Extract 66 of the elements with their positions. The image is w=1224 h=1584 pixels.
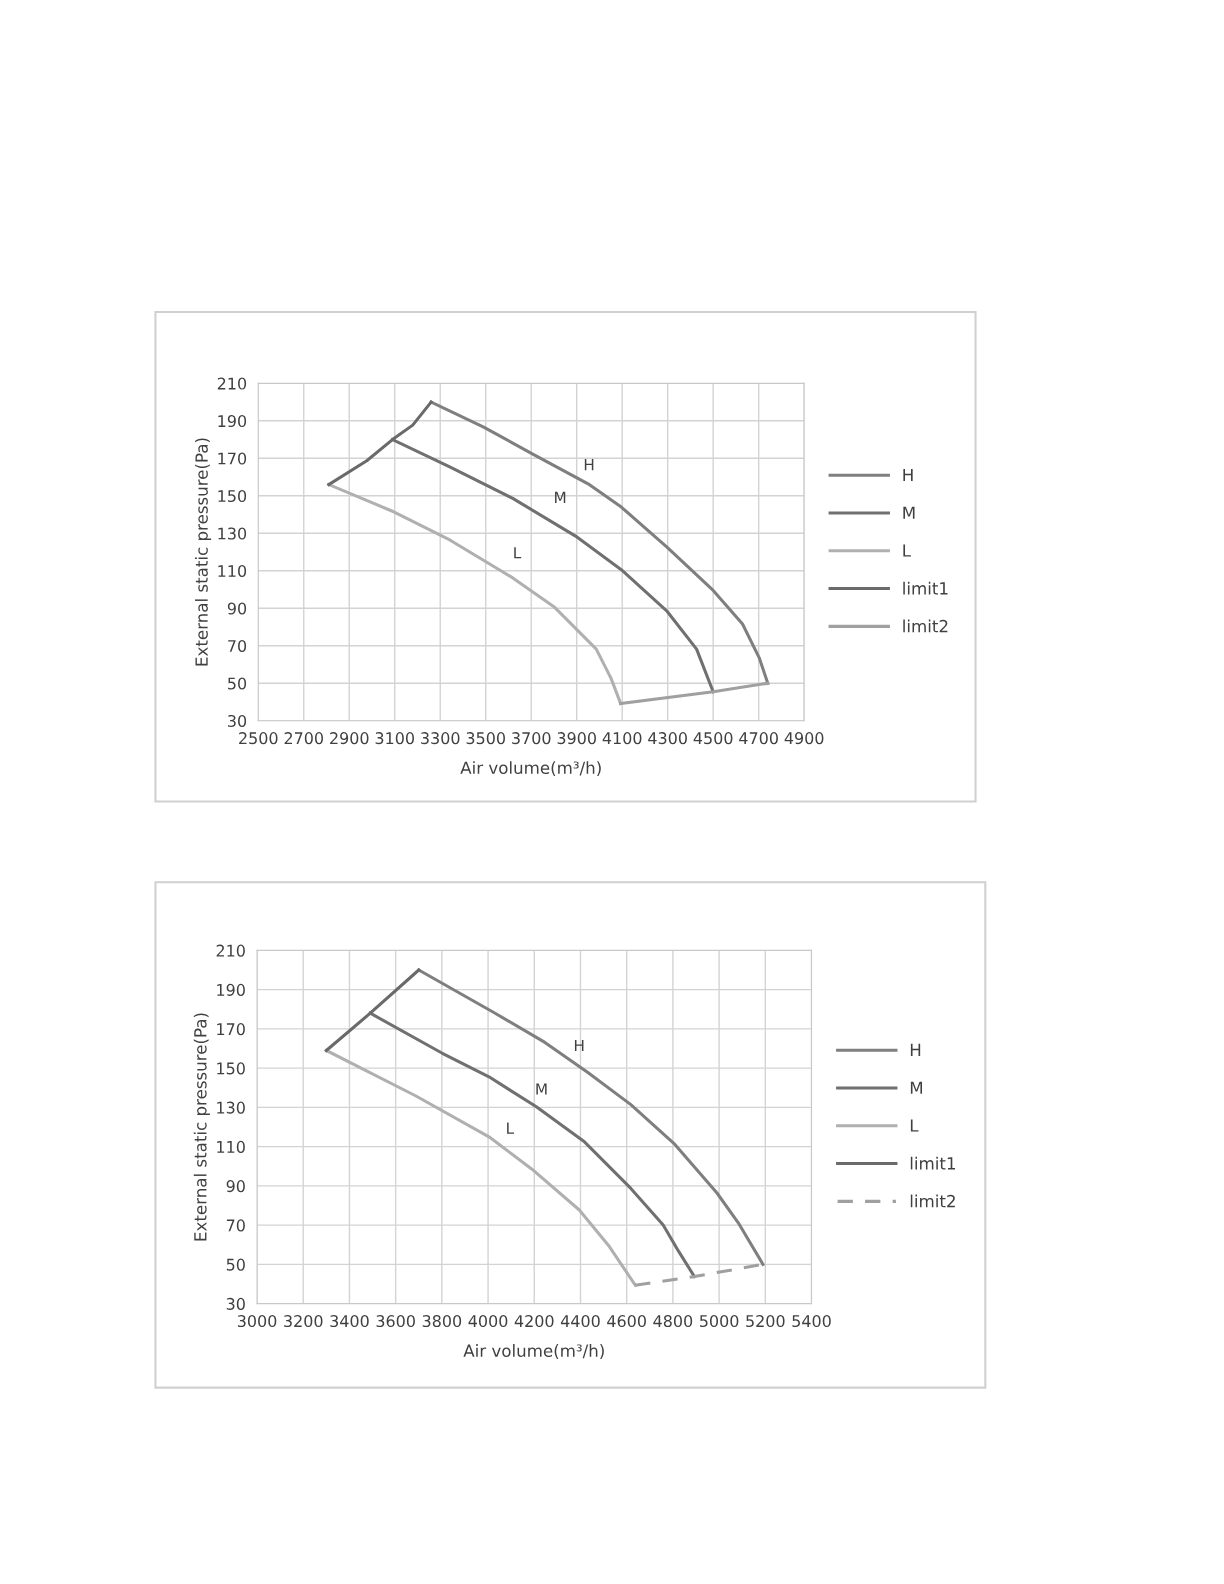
legend-label: L [903,544,911,557]
y-tick-label: 50 [226,1258,245,1271]
x-tick-label: 4000 [468,1315,508,1328]
annotation: H [584,459,594,471]
x-tick-label: 3100 [375,732,414,745]
annotation: L [514,547,522,559]
x-tick-label: 4800 [653,1315,693,1328]
legend-label: limit2 [910,1194,955,1208]
x-tick-label: 4100 [602,732,642,745]
x-tick-label: 2700 [284,732,324,745]
legend-label: M [903,506,915,519]
x-tick-label: 3900 [557,732,596,745]
x-tick-label: 3700 [512,732,551,745]
y-tick-label: 150 [217,1062,245,1075]
y-tick-label: 50 [228,677,247,690]
y-tick-label: 130 [218,527,247,540]
legend-label: M [910,1081,923,1094]
x-tick-label: 3600 [376,1315,415,1328]
legend-label: limit1 [910,1156,955,1170]
x-tick-label: 4600 [607,1315,646,1328]
annotation: M [555,491,566,503]
x-tick-label: 3800 [422,1315,462,1328]
x-tick-label: 4700 [739,732,778,745]
x-tick-label: 3200 [284,1315,323,1328]
y-tick-label: 90 [227,602,247,615]
y-tick-label: 150 [218,490,247,503]
y-tick-label: 170 [218,452,247,465]
x-tick-label: 3500 [466,732,505,745]
y-tick-label: 70 [228,639,247,653]
annotation: H [574,1039,584,1052]
x-tick-label: 3300 [421,732,460,745]
y-tick-label: 130 [217,1101,245,1114]
x-tick-label: 3000 [237,1315,277,1328]
y-tick-label: 90 [226,1180,245,1193]
legend-label: limit2 [903,619,948,633]
y-axis-title: External static pressure(Pa) [194,438,212,666]
x-tick-label: 5000 [700,1315,739,1328]
y-tick-label: 210 [217,377,247,390]
legend-label: L [910,1119,919,1132]
y-tick-label: 110 [217,1140,245,1153]
y-tick-label: 30 [226,1297,245,1310]
legend-label: H [903,468,913,482]
y-tick-label: 170 [217,1023,245,1036]
x-tick-label: 4300 [648,732,687,745]
x-tick-label: 4400 [560,1315,600,1328]
legend-label: H [910,1043,921,1057]
x-axis-title: Air volume(m³/h) [460,761,601,777]
y-tick-label: 30 [228,714,247,728]
x-tick-label: 5400 [792,1315,831,1328]
x-tick-label: 5200 [746,1315,785,1328]
x-tick-label: 2900 [330,732,369,745]
y-axis-title: External static pressure(Pa) [193,1013,210,1241]
y-tick-label: 110 [218,564,247,578]
x-tick-label: 4900 [784,732,824,745]
annotation: L [507,1122,515,1134]
annotation: M [536,1083,547,1095]
x-axis-title: Air volume(m³/h) [463,1344,604,1359]
y-tick-label: 210 [216,944,245,957]
y-tick-label: 70 [226,1219,245,1232]
legend-label: limit1 [903,581,948,595]
y-tick-label: 190 [217,983,245,996]
x-tick-label: 4500 [693,732,733,745]
y-tick-label: 190 [218,415,247,428]
x-tick-label: 3400 [330,1315,369,1328]
x-tick-label: 4200 [514,1315,554,1328]
x-tick-label: 2500 [239,732,278,745]
